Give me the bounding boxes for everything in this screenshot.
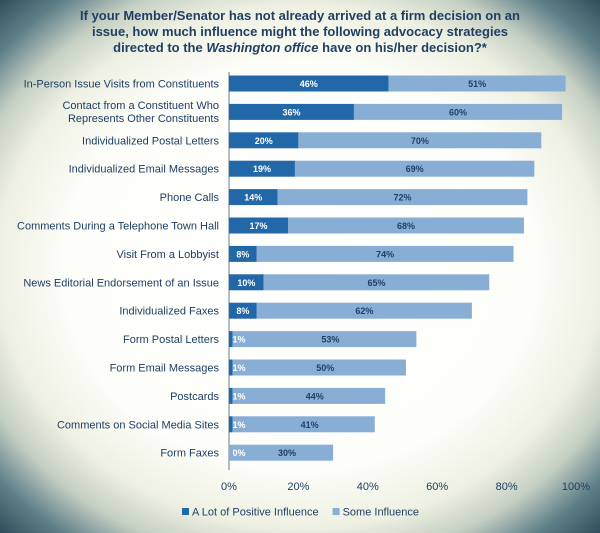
bar-some-influence xyxy=(287,217,524,234)
value-label-some: 53% xyxy=(321,335,339,345)
value-label-positive: 20% xyxy=(255,136,273,146)
category-label: Form Postal Letters xyxy=(123,334,219,346)
bar-some-influence xyxy=(294,160,535,177)
value-label-positive: 1% xyxy=(232,363,245,373)
title-line-2: issue, how much influence might the foll… xyxy=(91,24,509,39)
title-line-3: directed to the Washington office have o… xyxy=(40,40,560,56)
value-label-positive: 14% xyxy=(244,193,262,203)
bar-some-influence xyxy=(256,302,472,319)
value-label-positive: 8% xyxy=(236,249,249,259)
value-label-positive: 17% xyxy=(249,221,267,231)
category-label: Visit From a Lobbyist xyxy=(116,249,219,261)
category-label: Form Email Messages xyxy=(110,363,220,375)
category-label: Form Faxes xyxy=(160,448,219,460)
title-line-3-end: have on his/her decision?* xyxy=(318,40,487,55)
value-label-positive: 10% xyxy=(237,278,255,288)
value-label-some: 65% xyxy=(367,278,385,288)
x-tick-label: 60% xyxy=(426,481,448,493)
title-line-1: If your Member/Senator has not already a… xyxy=(80,8,520,23)
category-label: Phone Calls xyxy=(160,192,220,204)
bar-positive-influence xyxy=(229,103,354,120)
x-tick-label: 80% xyxy=(496,481,518,493)
x-tick-label: 100% xyxy=(562,481,590,493)
chart-title: If your Member/Senator has not already a… xyxy=(40,8,560,56)
category-label: In-Person Issue Visits from Constituents xyxy=(24,79,220,91)
title-line-3-start: directed to the xyxy=(113,40,207,55)
value-label-some: 62% xyxy=(355,306,373,316)
bar-positive-influence xyxy=(229,160,295,177)
value-label-positive: 36% xyxy=(282,107,300,117)
bar-some-influence xyxy=(256,245,514,262)
value-label-positive: 1% xyxy=(232,391,245,401)
bar-some-influence xyxy=(263,274,490,291)
category-label: Individualized Faxes xyxy=(119,306,219,318)
bar-positive-influence xyxy=(229,302,257,319)
value-label-positive: 1% xyxy=(232,335,245,345)
bar-some-influence xyxy=(353,103,563,120)
bar-some-influence xyxy=(232,416,375,433)
value-label-some: 60% xyxy=(449,107,467,117)
x-tick-label: 20% xyxy=(287,481,309,493)
category-label: Postcards xyxy=(170,391,219,403)
category-label: News Editorial Endorsement of an Issue xyxy=(23,277,219,289)
value-label-some: 51% xyxy=(468,79,486,89)
bar-some-influence xyxy=(232,387,386,404)
bar-positive-influence xyxy=(229,132,299,149)
category-label: Comments on Social Media Sites xyxy=(57,419,220,431)
bar-some-influence xyxy=(232,359,406,376)
value-label-some: 44% xyxy=(306,391,324,401)
value-label-some: 50% xyxy=(316,363,334,373)
bar-some-influence xyxy=(388,75,566,92)
value-label-some: 74% xyxy=(376,249,394,259)
bar-some-influence xyxy=(232,331,417,348)
value-label-some: 41% xyxy=(301,420,319,430)
bar-some-influence xyxy=(277,189,528,206)
bar-positive-influence xyxy=(229,359,233,376)
value-label-positive: 19% xyxy=(253,164,271,174)
legend-label: A Lot of Positive Influence xyxy=(192,507,319,519)
value-label-positive: 8% xyxy=(236,306,249,316)
bar-positive-influence xyxy=(229,274,264,291)
bar-positive-influence xyxy=(229,75,389,92)
bar-some-influence xyxy=(298,132,542,149)
bar-positive-influence xyxy=(229,217,288,234)
title-italic-phrase: Washington office xyxy=(206,40,319,55)
x-tick-label: 0% xyxy=(221,481,237,493)
value-label-positive: 46% xyxy=(300,79,318,89)
bar-positive-influence xyxy=(229,189,278,206)
legend-label: Some Influence xyxy=(343,507,419,519)
legend-swatch xyxy=(332,508,340,515)
category-label: Individualized Postal Letters xyxy=(82,135,219,147)
bar-positive-influence xyxy=(229,416,233,433)
bar-some-influence xyxy=(229,444,334,461)
category-label: Comments During a Telephone Town Hall xyxy=(17,221,219,233)
value-label-positive: 1% xyxy=(232,420,245,430)
bar-positive-influence xyxy=(229,331,233,348)
value-label-some: 69% xyxy=(406,164,424,174)
value-label-some: 68% xyxy=(397,221,415,231)
value-label-some: 72% xyxy=(393,193,411,203)
legend-swatch xyxy=(182,508,189,515)
category-label: Contact from a Constituent Who Represents… xyxy=(62,100,219,125)
value-label-positive: 0% xyxy=(232,448,245,458)
x-tick-label: 40% xyxy=(357,481,379,493)
value-label-some: 70% xyxy=(411,136,429,146)
bar-positive-influence xyxy=(229,245,257,262)
bar-positive-influence xyxy=(229,387,233,404)
value-label-some: 30% xyxy=(278,448,296,458)
category-label: Individualized Email Messages xyxy=(69,164,220,176)
